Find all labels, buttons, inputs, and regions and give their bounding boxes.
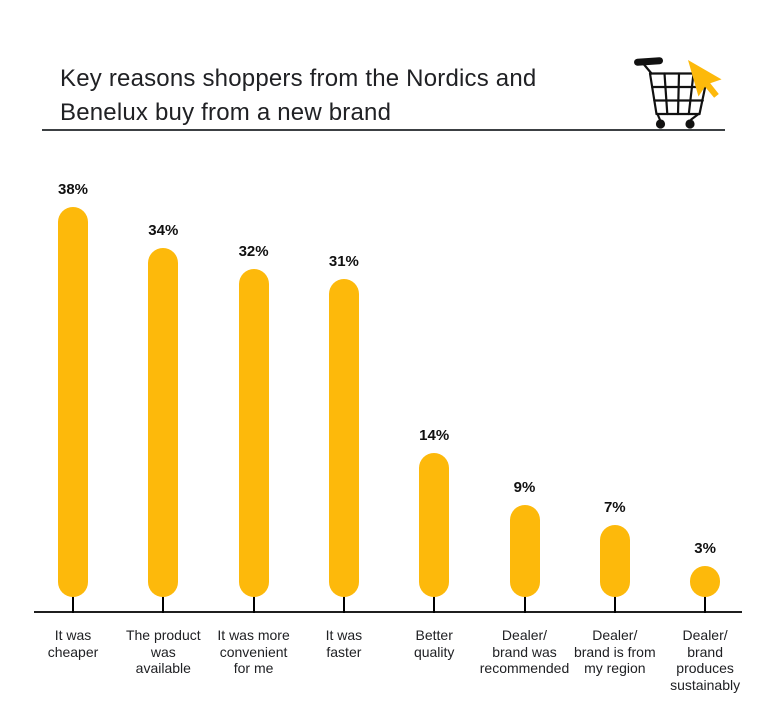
category-label: It was more convenient for me bbox=[217, 627, 290, 676]
cart-left-leg bbox=[656, 112, 661, 121]
bar bbox=[328, 279, 359, 597]
bar bbox=[419, 453, 450, 597]
bar-value-label: 9% bbox=[513, 479, 536, 496]
bar-value-label: 31% bbox=[328, 253, 359, 270]
category-label: Dealer/ brand produces sustainably bbox=[670, 627, 741, 693]
bar-value-label: 7% bbox=[603, 499, 626, 516]
bar bbox=[690, 566, 721, 597]
cart-handle-strut bbox=[642, 63, 653, 75]
cart-wheel-left bbox=[655, 119, 666, 129]
bar-value-label: 34% bbox=[148, 222, 179, 239]
shopping-cart-with-cursor-icon bbox=[634, 57, 722, 129]
bar bbox=[148, 248, 179, 597]
category-label: It was cheaper bbox=[47, 627, 99, 660]
bar-value-label: 14% bbox=[419, 427, 450, 444]
cart-grid-vertical-1 bbox=[663, 72, 669, 116]
cart-grid-vertical-2 bbox=[676, 72, 681, 116]
bar-value-label: 3% bbox=[694, 540, 716, 557]
title-divider bbox=[42, 129, 725, 131]
cart-right-leg bbox=[690, 112, 700, 121]
bar-stem bbox=[704, 582, 707, 613]
bar-value-label: 38% bbox=[57, 181, 89, 198]
cart-basket-left-side bbox=[648, 72, 658, 116]
cart-wheel-right bbox=[685, 119, 695, 129]
category-label: Dealer/ brand is from my region bbox=[573, 627, 656, 676]
cart-grid-vertical-3 bbox=[687, 72, 695, 116]
category-label: It was faster bbox=[325, 627, 363, 660]
page-title: Key reasons shoppers from the Nordics an… bbox=[60, 65, 537, 127]
bar bbox=[58, 207, 88, 597]
bar bbox=[599, 525, 630, 597]
bar bbox=[238, 269, 269, 597]
cart-handle bbox=[634, 57, 664, 66]
category-label: Better quality bbox=[413, 627, 455, 660]
category-label: Dealer/ brand was recommended bbox=[479, 627, 570, 676]
bar-value-label: 32% bbox=[238, 243, 269, 260]
category-label: The product was available bbox=[125, 627, 201, 676]
bar bbox=[509, 505, 540, 597]
x-axis-line bbox=[34, 611, 742, 613]
cursor-arrow-icon bbox=[688, 60, 722, 98]
